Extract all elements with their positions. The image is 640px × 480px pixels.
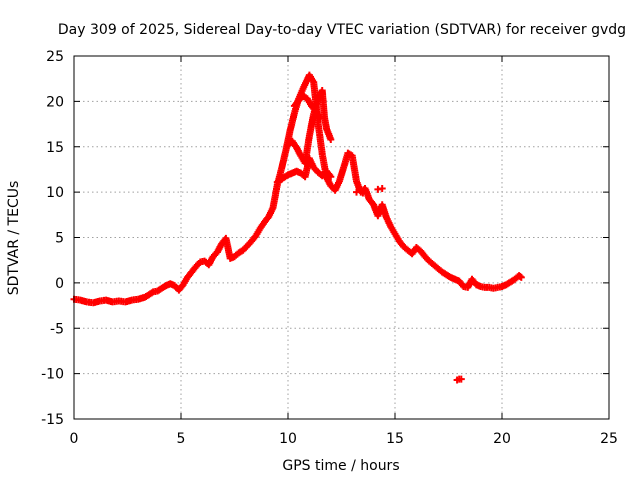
data-point [278, 175, 286, 183]
x-tick-labels: 0 5 10 15 20 25 [70, 431, 618, 447]
data-point [378, 185, 386, 192]
x-tick-label: 25 [600, 431, 618, 447]
y-axis-label: SDTVAR / TECUs [6, 181, 22, 296]
y-tick-label: -10 [41, 367, 64, 383]
y-tick-label: 15 [46, 140, 64, 156]
chart-title: Day 309 of 2025, Sidereal Day-to-day VTE… [58, 22, 626, 38]
y-tick-label: 0 [55, 276, 64, 292]
y-tick-label: -15 [41, 412, 64, 428]
data-point [316, 115, 324, 123]
x-axis-label: GPS time / hours [282, 458, 399, 474]
y-tick-label: 25 [46, 49, 64, 65]
x-tick-label: 5 [177, 431, 186, 447]
data-point [273, 178, 281, 186]
data-point [353, 188, 360, 196]
data-point [457, 375, 465, 383]
x-tick-label: 10 [279, 431, 297, 447]
data-point [517, 273, 525, 281]
data-point [359, 189, 367, 197]
y-tick-labels: -15 -10 -5 0 5 10 15 20 25 [41, 49, 64, 428]
grid [74, 56, 609, 419]
x-tick-label: 15 [386, 431, 404, 447]
tick-marks [73, 55, 610, 420]
y-tick-label: 5 [55, 231, 64, 247]
x-tick-label: 20 [493, 431, 511, 447]
x-tick-label: 0 [70, 431, 79, 447]
data-point [327, 136, 335, 143]
data-point [327, 173, 335, 181]
y-tick-label: -5 [50, 321, 64, 337]
y-tick-label: 10 [46, 185, 64, 201]
data-points [70, 71, 525, 384]
y-tick-label: 20 [46, 94, 64, 110]
